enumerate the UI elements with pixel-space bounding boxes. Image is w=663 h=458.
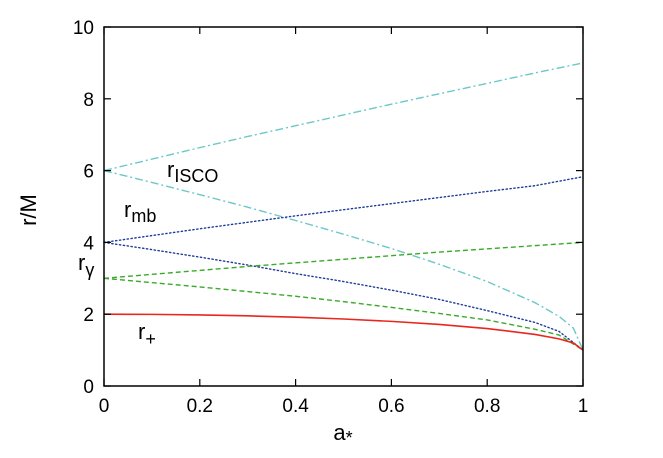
label-r-plus: r+ bbox=[138, 319, 156, 349]
label-r-mb-sub: mb bbox=[131, 206, 156, 226]
y-tick-label: 8 bbox=[83, 90, 94, 111]
y-tick-label: 10 bbox=[73, 18, 94, 39]
plot-frame bbox=[103, 26, 584, 387]
x-axis-title-sub: * bbox=[346, 428, 353, 448]
x-axis-title: a* bbox=[333, 420, 352, 448]
label-r-mb-base: r bbox=[124, 197, 131, 222]
y-tick-label: 6 bbox=[83, 162, 94, 183]
y-axis-title: r/M bbox=[16, 194, 41, 226]
label-r-isco-base: r bbox=[167, 157, 174, 182]
label-r-mb: rmb bbox=[124, 197, 156, 226]
label-r-gamma: rγ bbox=[78, 250, 94, 280]
series-line-r-gamma-prograde bbox=[103, 277, 584, 351]
y-tick-label: 0 bbox=[83, 377, 94, 398]
label-r-gamma-sub: γ bbox=[85, 260, 94, 280]
series-line-r-gamma-retrograde bbox=[103, 241, 584, 279]
x-tick-label: 0.8 bbox=[474, 396, 500, 417]
x-tick-label: 0.6 bbox=[378, 396, 404, 417]
series-line-r-mb-retrograde bbox=[103, 176, 584, 244]
label-r-isco-sub: ISCO bbox=[174, 166, 218, 186]
label-r-isco: rISCO bbox=[167, 157, 218, 186]
series-line-r-plus-horizon bbox=[103, 313, 584, 351]
curves-group bbox=[103, 62, 584, 351]
series-line-r-mb-prograde bbox=[103, 241, 584, 351]
label-r-plus-sub: + bbox=[145, 329, 156, 349]
x-axis-title-base: a bbox=[333, 420, 346, 445]
x-tick-label: 0.4 bbox=[282, 396, 309, 417]
series-line-r-isco-retrograde bbox=[103, 62, 584, 172]
label-r-gamma-base: r bbox=[78, 250, 85, 275]
x-tick-label: 1 bbox=[578, 396, 589, 417]
series-line-r-isco-prograde bbox=[103, 169, 584, 351]
x-tick-label: 0 bbox=[99, 396, 110, 417]
y-tick-label: 4 bbox=[83, 233, 94, 254]
y-tick-label: 2 bbox=[83, 305, 94, 326]
x-tick-label: 0.2 bbox=[187, 396, 213, 417]
label-r-plus-base: r bbox=[138, 319, 145, 344]
